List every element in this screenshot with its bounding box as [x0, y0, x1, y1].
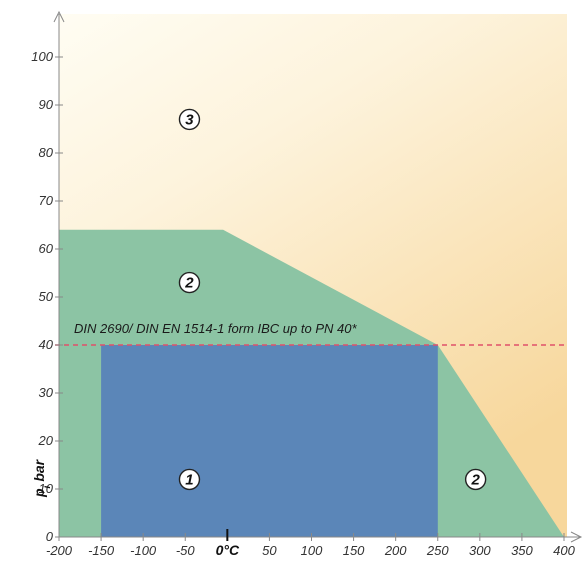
zone-3-label-circle: [178, 108, 201, 131]
zone-2-label-circle: [464, 468, 487, 491]
y-tick-label: 40: [39, 337, 54, 352]
reference-line-label: DIN 2690/ DIN EN 1514-1 form IBC up to P…: [74, 321, 357, 336]
x-tick-label: 400: [553, 543, 575, 558]
x-tick-label: -50: [176, 543, 196, 558]
x-tick-label: 350: [511, 543, 533, 558]
y-axis-label: pi bar: [31, 458, 53, 498]
x-tick-label: -200: [46, 543, 73, 558]
x-tick-label: 100: [301, 543, 323, 558]
zone-3-label: 3: [185, 111, 194, 128]
y-tick-label: 20: [38, 433, 54, 448]
zone-2-label: 2: [470, 471, 480, 488]
x-tick-label: 200: [384, 543, 407, 558]
zone-2-label-circle: [178, 271, 201, 294]
zone-1-label-circle: [178, 468, 201, 491]
y-tick-label: 100: [31, 49, 53, 64]
x-axis-arrow-icon: [570, 531, 583, 543]
y-tick-label: 70: [39, 193, 54, 208]
y-tick-label: 30: [39, 385, 54, 400]
y-tick-label: 10: [39, 481, 54, 496]
x-tick-label: -100: [130, 543, 157, 558]
zone-2-label: 2: [184, 275, 194, 292]
y-tick-label: 0: [46, 529, 54, 544]
y-tick-label: 60: [39, 241, 54, 256]
y-tick-label: 90: [39, 97, 54, 112]
x-tick-label: 0°C: [216, 542, 240, 558]
zone-1-area: [101, 345, 438, 537]
y-axis-label-unit: bar: [31, 458, 47, 481]
y-tick-label: 80: [39, 145, 54, 160]
zone-1-label: 1: [185, 471, 193, 488]
x-tick-label: -150: [88, 543, 115, 558]
y-axis-label-main: p: [31, 488, 47, 498]
x-tick-label: 150: [343, 543, 365, 558]
y-axis-arrow-icon: [53, 10, 65, 23]
y-tick-label: 50: [39, 289, 54, 304]
y-axis-label-sub: i: [42, 485, 53, 488]
x-tick-label: 250: [426, 543, 449, 558]
x-tick-label: 300: [469, 543, 491, 558]
x-tick-label: 50: [262, 543, 277, 558]
